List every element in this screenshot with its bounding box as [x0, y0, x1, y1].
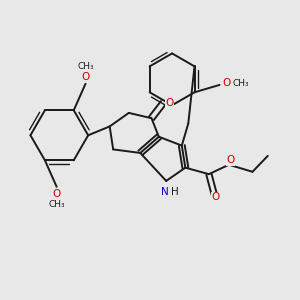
Text: O: O — [166, 98, 174, 108]
Text: CH₃: CH₃ — [48, 200, 65, 209]
Text: H: H — [171, 187, 179, 197]
Text: CH₃: CH₃ — [232, 79, 249, 88]
Text: O: O — [81, 72, 90, 82]
Text: O: O — [212, 192, 220, 202]
Text: O: O — [222, 79, 230, 88]
Text: O: O — [226, 155, 235, 165]
Text: N: N — [161, 187, 169, 197]
Text: O: O — [52, 189, 61, 199]
Text: CH₃: CH₃ — [77, 61, 94, 70]
